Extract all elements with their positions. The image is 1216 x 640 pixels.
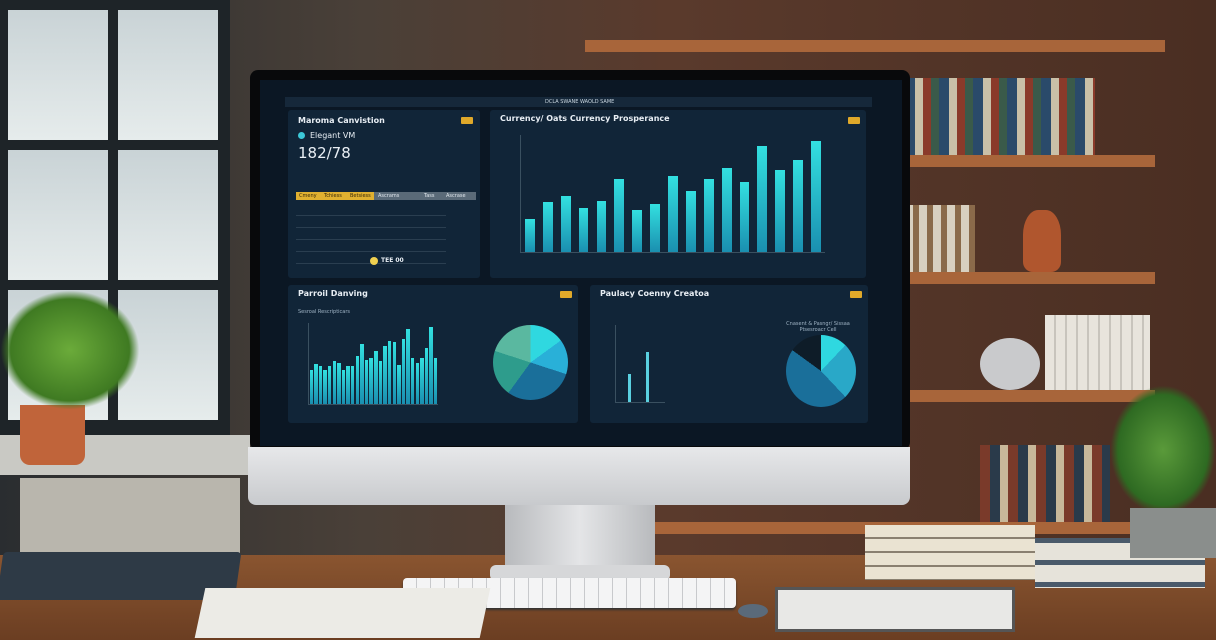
bar [337,362,341,404]
panel-title: Maroma Canvistion [298,116,385,125]
badge[interactable] [848,117,860,124]
pie-label: Cnasent & Pasngr/ Sissaa Ptsesroacr Cell [786,321,850,333]
table-header: Cmeny Tchiess Betsiess Ascrams Tass Ascr… [296,192,476,200]
bar [757,146,768,252]
bar [332,361,337,404]
bookshelf [585,0,1165,560]
pie-chart [786,335,856,407]
bar [378,361,383,404]
monitor-chin [248,447,910,505]
bar [323,369,327,404]
bar [433,357,438,404]
plant [0,290,140,410]
spiral-notebook [775,587,1015,632]
column-header[interactable]: Ascrams [378,193,400,199]
bar [392,342,396,404]
panel-title: Currency/ Oats Currency Prosperance [500,114,670,123]
bar [415,362,419,404]
plant-pot [20,405,85,465]
bar-chart [520,135,825,253]
bar [369,357,373,404]
radiator [20,478,240,553]
mouse[interactable] [738,604,768,618]
panel-volume-chart: Parroil Danving Sesroal Rescripticars [288,285,578,423]
dashboard-topbar: DCLA SWANE WAOLD SAME [285,97,872,107]
bar [542,201,553,252]
bar [314,363,318,404]
panel-summary: Maroma Canvistion Elegant VM 182/78 Cmen… [288,110,480,278]
plant [1110,385,1216,515]
badge[interactable] [461,117,473,124]
topbar-title: DCLA SWANE WAOLD SAME [545,99,615,105]
bar [383,345,387,404]
column-header[interactable]: Tass [424,193,435,199]
pie-chart [493,325,568,400]
bar [387,340,392,404]
bar [775,169,786,252]
chart-subtitle: Sesroal Rescripticars [298,309,351,315]
footer-value: TEE 00 [381,257,404,264]
bar [355,356,360,404]
bar [525,218,535,252]
bar [420,357,424,404]
bar [739,181,750,252]
bar [650,204,661,252]
bar [397,364,401,404]
bar [360,344,364,404]
bar [341,369,346,404]
bar [318,366,323,404]
bar [596,200,607,252]
paper-sheet [194,588,491,638]
subtitle: Elegant VM [310,131,356,140]
plant-pot [1130,508,1216,558]
bar [328,366,332,404]
bar [614,178,625,252]
bar-chart [308,323,438,405]
bar [424,347,429,404]
bar [560,196,571,252]
panel-title: Parroil Danving [298,289,368,298]
bar [401,339,406,404]
panel-distribution: Paulacy Coenny Creatoa Cnasent & Pasngr/… [590,285,868,423]
bar [410,357,415,404]
bar [374,351,378,404]
column-header[interactable]: Ascrase [446,193,466,199]
column-header[interactable]: Betsiess [350,193,371,199]
big-value: 182/78 [298,144,351,162]
line-chart [615,325,665,403]
column-header[interactable]: Tchiess [324,193,342,199]
coin-icon [370,257,378,265]
window [0,0,230,440]
column-header[interactable]: Cmeny [299,193,317,199]
status-dot-icon [298,132,305,139]
bar [346,366,350,404]
bar [309,369,314,404]
bar [406,328,410,404]
bar [578,207,589,252]
bar [703,178,714,252]
bar [351,365,355,404]
badge[interactable] [560,291,572,298]
book-stack [865,525,1035,580]
panel-bar-chart: Currency/ Oats Currency Prosperance [490,110,866,278]
bar [668,176,678,252]
bar [632,209,643,252]
bar [811,140,821,252]
bar [685,190,696,252]
bar [429,327,433,404]
bar [364,360,369,404]
badge[interactable] [850,291,862,298]
bar [721,167,732,252]
bar [793,159,804,252]
table-rows [296,204,446,264]
monitor-base [490,565,670,581]
panel-title: Paulacy Coenny Creatoa [600,289,710,298]
